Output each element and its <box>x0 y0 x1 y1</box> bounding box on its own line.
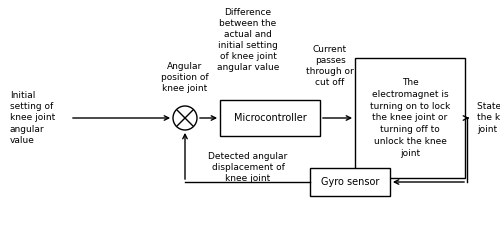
Text: Initial
setting of
knee joint
angular
value: Initial setting of knee joint angular va… <box>10 91 55 145</box>
Text: Gyro sensor: Gyro sensor <box>321 177 379 187</box>
Text: Difference
between the
actual and
initial setting
of knee joint
angular value: Difference between the actual and initia… <box>217 8 279 72</box>
Text: Detected angular
displacement of
knee joint: Detected angular displacement of knee jo… <box>208 152 288 183</box>
Text: Microcontroller: Microcontroller <box>234 113 306 123</box>
Text: State of
the knee
joint: State of the knee joint <box>477 102 500 134</box>
Text: Current
passes
through or
cut off: Current passes through or cut off <box>306 45 354 87</box>
Text: The
electromagnet is
turning on to lock
the knee joint or
turning off to
unlock : The electromagnet is turning on to lock … <box>370 78 450 158</box>
Text: Angular
position of
knee joint: Angular position of knee joint <box>161 62 209 93</box>
Bar <box>310 168 390 196</box>
Bar <box>355 58 465 178</box>
Bar <box>220 100 320 136</box>
